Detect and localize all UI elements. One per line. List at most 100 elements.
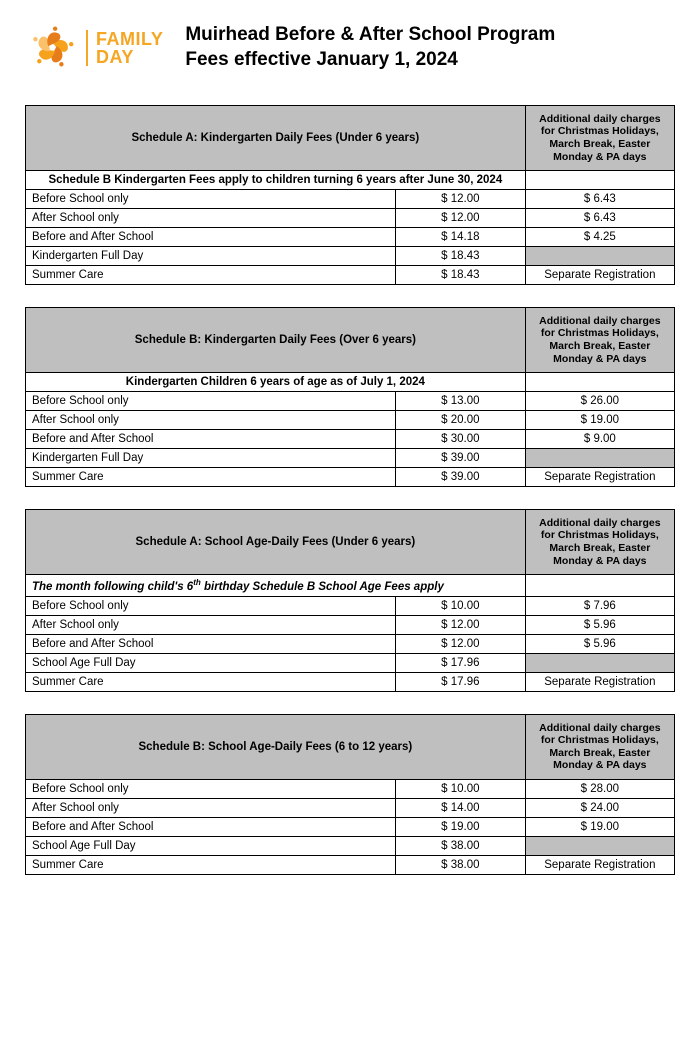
row-label: After School only [26,798,396,817]
fee-table: Schedule A: School Age-Daily Fees (Under… [25,509,675,692]
row-label: Before and After School [26,817,396,836]
row-fee: $ 10.00 [395,596,525,615]
header: FAMILY DAY Muirhead Before & After Schoo… [25,20,675,75]
logo-text: FAMILY DAY [86,30,163,66]
table-row: Summer Care$ 38.00Separate Registration [26,855,675,874]
table-row: School Age Full Day$ 38.00 [26,836,675,855]
table-row: Summer Care$ 18.43Separate Registration [26,266,675,285]
row-fee: $ 38.00 [395,855,525,874]
row-fee: $ 14.00 [395,798,525,817]
table-row: Summer Care$ 17.96Separate Registration [26,672,675,691]
additional-header: Additional daily charges for Christmas H… [525,308,674,373]
row-label: Summer Care [26,855,396,874]
row-extra: $ 6.43 [525,190,674,209]
schedule-header: Schedule A: School Age-Daily Fees (Under… [26,510,526,575]
row-fee: $ 12.00 [395,209,525,228]
row-extra: $ 28.00 [525,779,674,798]
row-fee: $ 38.00 [395,836,525,855]
row-fee: $ 17.96 [395,672,525,691]
table-row: Before School only$ 10.00$ 7.96 [26,596,675,615]
row-extra [525,836,674,855]
row-label: Before School only [26,779,396,798]
table-row: Before and After School$ 19.00$ 19.00 [26,817,675,836]
table-row: Before and After School$ 12.00$ 5.96 [26,634,675,653]
row-fee: $ 13.00 [395,392,525,411]
row-fee: $ 18.43 [395,247,525,266]
row-extra: $ 5.96 [525,634,674,653]
row-label: Kindergarten Full Day [26,449,396,468]
row-extra: $ 7.96 [525,596,674,615]
row-extra: $ 26.00 [525,392,674,411]
table-row: Before School only$ 12.00$ 6.43 [26,190,675,209]
brand-line1: FAMILY [96,30,163,48]
row-fee: $ 39.00 [395,468,525,487]
row-label: Before School only [26,392,396,411]
row-extra [525,653,674,672]
brand-line2: DAY [96,48,163,66]
sub-header-blank [525,575,674,597]
row-fee: $ 12.00 [395,615,525,634]
fee-table: Schedule B: School Age-Daily Fees (6 to … [25,714,675,875]
table-row: School Age Full Day$ 17.96 [26,653,675,672]
row-label: Before School only [26,190,396,209]
row-fee: $ 10.00 [395,779,525,798]
additional-header: Additional daily charges for Christmas H… [525,714,674,779]
row-label: Before and After School [26,228,396,247]
sub-header-blank [525,373,674,392]
row-label: Before and After School [26,634,396,653]
table-row: After School only$ 20.00$ 19.00 [26,411,675,430]
table-row: Before School only$ 13.00$ 26.00 [26,392,675,411]
row-extra: Separate Registration [525,672,674,691]
row-label: Summer Care [26,672,396,691]
row-extra: $ 24.00 [525,798,674,817]
row-fee: $ 17.96 [395,653,525,672]
row-label: Kindergarten Full Day [26,247,396,266]
row-label: After School only [26,615,396,634]
row-label: School Age Full Day [26,653,396,672]
tables-container: Schedule A: Kindergarten Daily Fees (Und… [25,105,675,875]
row-fee: $ 12.00 [395,634,525,653]
table-row: After School only$ 12.00$ 6.43 [26,209,675,228]
table-row: Kindergarten Full Day$ 18.43 [26,247,675,266]
table-row: Kindergarten Full Day$ 39.00 [26,449,675,468]
row-extra [525,247,674,266]
table-row: After School only$ 12.00$ 5.96 [26,615,675,634]
row-extra: $ 6.43 [525,209,674,228]
row-fee: $ 12.00 [395,190,525,209]
row-extra: Separate Registration [525,855,674,874]
row-label: Summer Care [26,468,396,487]
row-extra: Separate Registration [525,468,674,487]
row-label: After School only [26,209,396,228]
logo: FAMILY DAY [25,20,163,75]
schedule-header: Schedule B: School Age-Daily Fees (6 to … [26,714,526,779]
additional-header: Additional daily charges for Christmas H… [525,106,674,171]
schedule-header: Schedule A: Kindergarten Daily Fees (Und… [26,106,526,171]
title-block: Muirhead Before & After School Program F… [185,23,675,72]
table-row: Before and After School$ 30.00$ 9.00 [26,430,675,449]
row-label: School Age Full Day [26,836,396,855]
row-fee: $ 14.18 [395,228,525,247]
logo-icon [25,20,80,75]
title-line1: Muirhead Before & After School Program [185,24,555,45]
row-extra: Separate Registration [525,266,674,285]
schedule-header: Schedule B: Kindergarten Daily Fees (Ove… [26,308,526,373]
sub-header: Kindergarten Children 6 years of age as … [26,373,526,392]
table-row: Summer Care$ 39.00Separate Registration [26,468,675,487]
row-extra [525,449,674,468]
row-fee: $ 30.00 [395,430,525,449]
row-extra: $ 19.00 [525,411,674,430]
additional-header: Additional daily charges for Christmas H… [525,510,674,575]
table-row: Before and After School$ 14.18$ 4.25 [26,228,675,247]
table-row: Before School only$ 10.00$ 28.00 [26,779,675,798]
sub-header: The month following child's 6th birthday… [26,575,526,597]
row-fee: $ 19.00 [395,817,525,836]
row-fee: $ 39.00 [395,449,525,468]
row-label: Before School only [26,596,396,615]
row-extra: $ 9.00 [525,430,674,449]
fee-table: Schedule B: Kindergarten Daily Fees (Ove… [25,307,675,487]
row-fee: $ 18.43 [395,266,525,285]
fee-table: Schedule A: Kindergarten Daily Fees (Und… [25,105,675,285]
row-label: Summer Care [26,266,396,285]
table-row: After School only$ 14.00$ 24.00 [26,798,675,817]
row-label: Before and After School [26,430,396,449]
